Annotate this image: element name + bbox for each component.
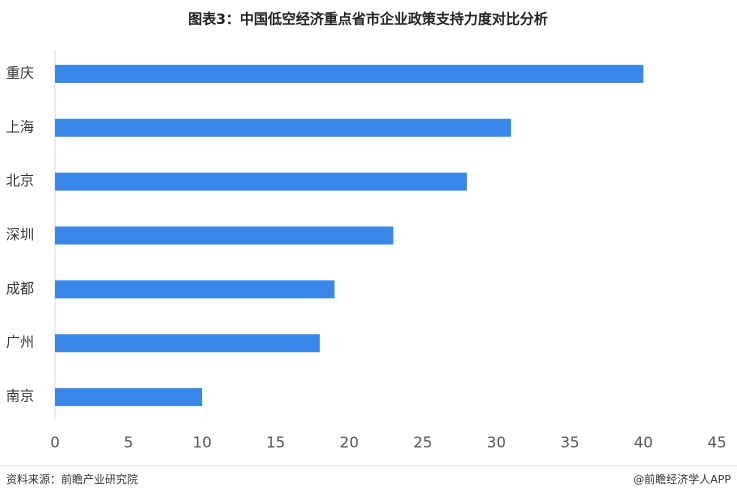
y-tick-label: 北京	[6, 174, 34, 190]
x-tick-label: 10	[193, 434, 212, 452]
bar	[55, 118, 512, 137]
x-tick-label: 40	[634, 434, 653, 452]
x-tick-label: 15	[266, 434, 285, 452]
source: 资料来源：前瞻产业研究院	[6, 472, 138, 486]
y-tick-label: 广州	[6, 335, 34, 351]
bar	[55, 334, 320, 353]
bar	[55, 388, 203, 407]
x-tick-label: 35	[560, 434, 579, 452]
x-tick-label: 45	[707, 434, 726, 452]
y-tick-label: 深圳	[6, 228, 34, 244]
x-tick-label: 0	[50, 434, 60, 452]
y-tick-label: 重庆	[6, 66, 34, 82]
x-tick-label: 30	[487, 434, 506, 452]
bar	[55, 226, 394, 245]
bar	[55, 280, 335, 299]
y-tick-label: 上海	[6, 120, 34, 136]
x-tick-label: 5	[124, 434, 134, 452]
bar	[55, 64, 644, 83]
y-tick-label: 南京	[6, 389, 34, 405]
y-tick-label: 成都	[6, 281, 34, 297]
bar	[55, 172, 467, 191]
x-tick-label: 20	[340, 434, 359, 452]
x-tick-label: 25	[413, 434, 432, 452]
chart-title: 图表3：中国低空经济重点省市企业政策支持力度对比分析	[188, 11, 548, 28]
credit: @前瞻经济学人APP	[633, 472, 731, 486]
